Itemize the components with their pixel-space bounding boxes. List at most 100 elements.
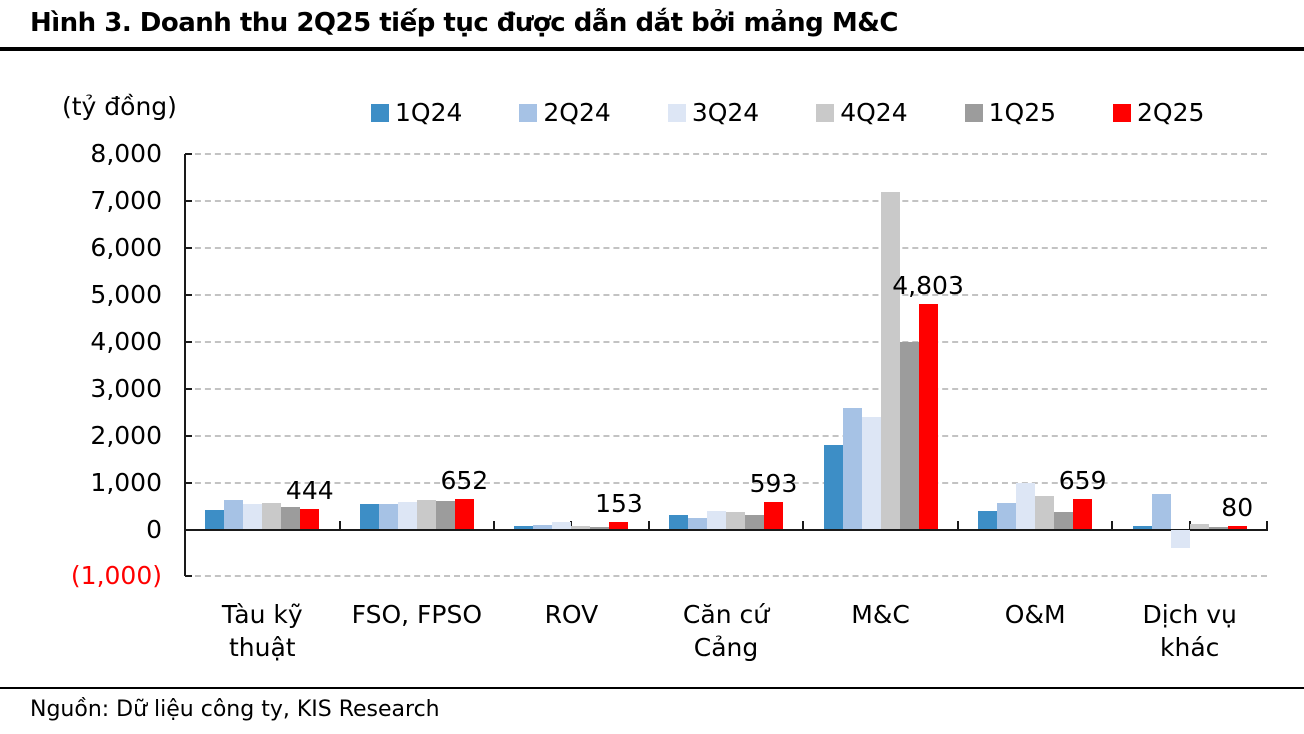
bar-1Q25-Dịch vụ khác [1208, 527, 1228, 530]
legend-item-4Q24: 4Q24 [816, 98, 908, 127]
legend-swatch-2Q24 [519, 103, 538, 122]
bar-4Q24-Tàu kỹ thuật [262, 503, 282, 530]
data-label-Căn cứ Cảng: 593 [749, 468, 798, 498]
bar-1Q24-FSO, FPSO [359, 504, 379, 530]
y-axis-label: 8,000 [90, 139, 162, 169]
source-note: Nguồn: Dữ liệu công ty, KIS Research [30, 697, 440, 722]
category-label-M&C: M&C [851, 600, 910, 629]
category-label-Căn cứ Cảng: Căn cứ Cảng [682, 600, 770, 662]
x-axis-tick [802, 520, 805, 529]
bar-2Q25-Dịch vụ khác [1227, 525, 1247, 530]
x-axis-tick [647, 520, 650, 529]
bar-3Q24-FSO, FPSO [397, 501, 417, 530]
bar-1Q25-ROV [590, 527, 610, 530]
chart-legend: 1Q24 2Q24 3Q24 4Q24 1Q25 2Q25 [371, 98, 1204, 127]
y-axis-label: 0 [146, 514, 162, 544]
y-axis-unit-label: (tỷ đồng) [62, 92, 177, 121]
gridline-4000 [185, 340, 1267, 343]
x-axis-line [184, 528, 1268, 531]
bar-3Q24-Dịch vụ khác [1170, 529, 1190, 549]
bar-2Q25-Tàu kỹ thuật [300, 508, 320, 530]
data-label-ROV: 153 [595, 489, 643, 519]
gridline-5000 [185, 294, 1267, 297]
y-axis-line [184, 154, 186, 577]
category-label-Dịch vụ khác: Dịch vụ khác [1142, 600, 1237, 662]
bar-3Q24-Tàu kỹ thuật [243, 503, 263, 530]
bar-2Q24-M&C [842, 407, 862, 530]
bar-4Q24-Căn cứ Cảng [726, 511, 745, 530]
y-axis-tick [185, 575, 192, 578]
legend-label: 2Q25 [1137, 98, 1205, 127]
gridline-3000 [185, 387, 1267, 390]
bar-1Q25-FSO, FPSO [435, 500, 455, 530]
x-axis-tick [1266, 520, 1268, 529]
data-label-Dịch vụ khác: 80 [1221, 492, 1254, 522]
bar-3Q24-O&M [1016, 482, 1036, 530]
y-axis-tick [185, 481, 192, 484]
gridline-1000 [185, 481, 1267, 484]
legend-swatch-4Q24 [816, 103, 835, 122]
bar-2Q25-Căn cứ Cảng [764, 501, 783, 530]
footer-divider [0, 687, 1304, 689]
bar-4Q24-M&C [880, 191, 900, 530]
y-axis-label: 1,000 [90, 467, 162, 497]
y-axis-label: 5,000 [90, 280, 162, 310]
bar-4Q24-FSO, FPSO [416, 500, 436, 530]
bar-1Q24-ROV [514, 525, 534, 530]
bar-1Q24-Tàu kỹ thuật [205, 510, 225, 530]
y-axis-tick [185, 434, 192, 437]
legend-label: 4Q24 [840, 98, 908, 127]
y-axis-label: 2,000 [90, 420, 162, 450]
bar-4Q24-ROV [571, 525, 591, 530]
legend-label: 2Q24 [543, 98, 611, 127]
bar-1Q25-O&M [1054, 511, 1074, 530]
x-axis-tick [338, 520, 341, 529]
category-label-Tàu kỹ thuật: Tàu kỹ thuật [221, 600, 303, 662]
y-axis-label: 3,000 [90, 373, 162, 403]
bar-2Q24-O&M [997, 503, 1017, 530]
legend-label: 1Q24 [395, 98, 463, 127]
bar-2Q24-Căn cứ Cảng [688, 517, 707, 530]
data-label-Tàu kỹ thuật: 444 [285, 475, 334, 505]
legend-item-2Q24: 2Q24 [519, 98, 611, 127]
legend-swatch-2Q25 [1113, 103, 1132, 122]
y-axis-tick [185, 294, 192, 297]
bar-2Q24-FSO, FPSO [378, 504, 398, 530]
data-label-O&M: 659 [1058, 465, 1107, 495]
x-axis-tick [493, 520, 496, 529]
bar-1Q24-Căn cứ Cảng [669, 515, 688, 530]
bar-1Q25-Căn cứ Cảng [745, 514, 764, 530]
legend-item-1Q24: 1Q24 [371, 98, 462, 127]
gridline-7000 [185, 200, 1267, 203]
legend-swatch-1Q25 [964, 103, 983, 122]
bar-2Q25-FSO, FPSO [454, 498, 474, 530]
y-axis-label: (1,000) [70, 561, 162, 591]
y-axis-tick [185, 247, 192, 250]
bar-4Q24-Dịch vụ khác [1189, 524, 1209, 530]
gridline-2000 [185, 434, 1267, 437]
bar-2Q25-M&C [918, 304, 938, 530]
y-axis-label: 6,000 [90, 233, 162, 263]
gridline-8000 [185, 153, 1267, 156]
y-axis-tick [185, 153, 192, 156]
bar-4Q24-O&M [1035, 495, 1055, 530]
x-axis-tick [1111, 520, 1114, 529]
bar-2Q24-Dịch vụ khác [1151, 494, 1171, 530]
y-axis-tick [185, 340, 192, 343]
title-underline [0, 47, 1304, 51]
bar-1Q25-Tàu kỹ thuật [281, 506, 301, 530]
legend-item-2Q25: 2Q25 [1113, 98, 1204, 127]
category-label-ROV: ROV [544, 600, 599, 629]
legend-item-1Q25: 1Q25 [964, 98, 1056, 127]
legend-label: 3Q24 [691, 98, 760, 127]
legend-item-3Q24: 3Q24 [667, 98, 760, 127]
bar-3Q24-Căn cứ Cảng [707, 510, 726, 530]
data-label-M&C: 4,803 [892, 271, 964, 301]
x-axis-tick [184, 520, 186, 529]
y-axis-tick [185, 387, 192, 390]
y-axis-label: 7,000 [90, 186, 162, 216]
figure-title: Hình 3. Doanh thu 2Q25 tiếp tục được dẫn… [30, 8, 898, 38]
x-axis-tick [956, 520, 959, 529]
y-axis-label: 4,000 [90, 326, 162, 356]
